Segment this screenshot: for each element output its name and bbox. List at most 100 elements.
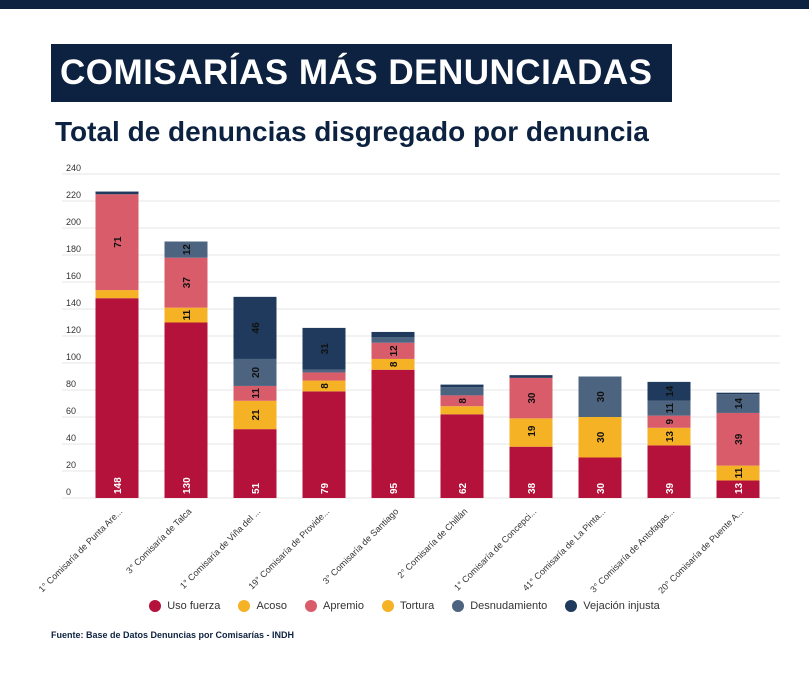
legend-swatch-apremio: [305, 600, 318, 612]
bar-segment: [302, 380, 346, 392]
bar-segment: [716, 480, 760, 498]
y-tick-label: 100: [66, 352, 81, 362]
legend-item-tortura[interactable]: Tortura: [381, 600, 435, 612]
legend-label-desnudamiento: Desnudamiento: [470, 600, 548, 612]
data-label: 148: [113, 477, 124, 494]
bar-segment: [233, 400, 277, 430]
bar-segment: [302, 372, 346, 381]
legend-label-uso-fuerza: Uso fuerza: [167, 600, 221, 612]
legend-item-vejacion-injusta[interactable]: Vejación injusta: [565, 600, 660, 612]
data-label: 30: [596, 431, 607, 443]
bar-segment: [95, 298, 139, 498]
legend-item-acoso[interactable]: Acoso: [238, 600, 287, 612]
x-tick-label: 1° Comisaría de Viña del ...: [178, 506, 262, 590]
bar-segment: [371, 337, 415, 343]
bar-segment: [164, 307, 208, 323]
bar-segment: [647, 381, 691, 401]
bar-segment: [647, 400, 691, 416]
bar-segment: [164, 322, 208, 498]
y-tick-label: 80: [66, 379, 76, 389]
bar-segment: [302, 327, 346, 370]
bar-segment: [233, 296, 277, 359]
bar-segment: [371, 331, 415, 338]
data-label: 130: [182, 477, 193, 494]
data-label: 11: [251, 388, 262, 399]
data-label: 11: [734, 467, 745, 478]
legend-label-vejacion-injusta: Vejación injusta: [583, 600, 660, 612]
chart-subtitle: Total de denuncias disgregado por denunc…: [55, 116, 649, 147]
data-label: 31: [320, 343, 331, 355]
legend-item-uso-fuerza[interactable]: Uso fuerza: [149, 600, 220, 612]
legend-label-tortura: Tortura: [399, 600, 435, 612]
x-tick-label: 1° Comisaría de Punta Are...: [37, 506, 125, 594]
data-label: 21: [251, 409, 262, 421]
data-label: 11: [665, 403, 676, 414]
data-label: 30: [596, 391, 607, 403]
data-label: 11: [182, 309, 193, 320]
legend-item-desnudamiento[interactable]: Desnudamiento: [452, 600, 547, 612]
title-banner: COMISARÍAS MÁS DENUNCIADAS: [51, 44, 672, 102]
bar-segment: [440, 414, 484, 498]
bar-segment: [716, 392, 760, 395]
bar-segment: [233, 385, 277, 401]
bar-segment: [578, 457, 622, 498]
x-tick-label: 19° Comisaría de Provide...: [246, 506, 331, 591]
legend-swatch-desnudamiento: [452, 600, 465, 612]
bar-segment: [440, 406, 484, 415]
bar-segment: [164, 257, 208, 308]
data-label: 71: [113, 236, 124, 248]
stacked-bar-chart: 020406080100120140160180200220240148711°…: [37, 163, 780, 596]
bar-segment: [233, 358, 277, 386]
y-tick-label: 220: [66, 190, 81, 200]
data-label: 19: [527, 425, 538, 437]
data-label: 8: [320, 383, 331, 389]
bar-segment: [647, 415, 691, 428]
data-label: 95: [389, 482, 400, 494]
bar-segment: [95, 290, 139, 296]
y-tick-label: 60: [66, 406, 76, 416]
bar-segment: [302, 391, 346, 498]
bar-segment: [440, 395, 484, 407]
data-label: 46: [251, 322, 262, 334]
bar-segment: [95, 191, 139, 195]
y-tick-label: 200: [66, 217, 81, 227]
bar-segment: [95, 194, 139, 291]
legend-swatch-uso-fuerza: [149, 600, 162, 612]
bar-segment: [440, 384, 484, 388]
bar-segment: [509, 444, 553, 447]
y-tick-label: 180: [66, 244, 81, 254]
data-label: 30: [527, 392, 538, 404]
bar-segment: [716, 465, 760, 481]
data-label: 37: [182, 277, 193, 289]
legend-item-apremio[interactable]: Apremio: [305, 600, 364, 612]
data-label: 12: [389, 345, 400, 357]
bar-segment: [578, 376, 622, 417]
data-label: 13: [665, 431, 676, 443]
y-tick-label: 140: [66, 298, 81, 308]
bar-segment: [371, 342, 415, 359]
x-tick-label: 3° Comisaría de Talca: [124, 506, 193, 575]
data-label: 14: [734, 398, 745, 410]
bar-segment: [509, 375, 553, 378]
bar-segment: [509, 418, 553, 444]
data-label: 12: [182, 244, 193, 256]
bar-segment: [95, 295, 139, 299]
bar-segment: [509, 377, 553, 419]
data-label: 38: [527, 482, 538, 494]
bar-segment: [716, 412, 760, 466]
data-label: 13: [734, 482, 745, 494]
data-label: 39: [665, 482, 676, 494]
data-label: 62: [458, 482, 469, 494]
y-tick-label: 160: [66, 271, 81, 281]
data-label: 8: [389, 361, 400, 367]
data-label: 51: [251, 482, 262, 494]
legend-swatch-vejacion-injusta: [565, 600, 578, 612]
bar-segment: [509, 446, 553, 498]
bar-segment: [371, 369, 415, 498]
legend-swatch-acoso: [238, 600, 251, 612]
y-tick-label: 0: [66, 487, 71, 497]
legend-swatch-tortura: [381, 600, 394, 612]
x-tick-label: 3° Comisaría de Santiago: [321, 506, 401, 586]
data-label: 9: [665, 419, 676, 425]
y-tick-label: 120: [66, 325, 81, 335]
